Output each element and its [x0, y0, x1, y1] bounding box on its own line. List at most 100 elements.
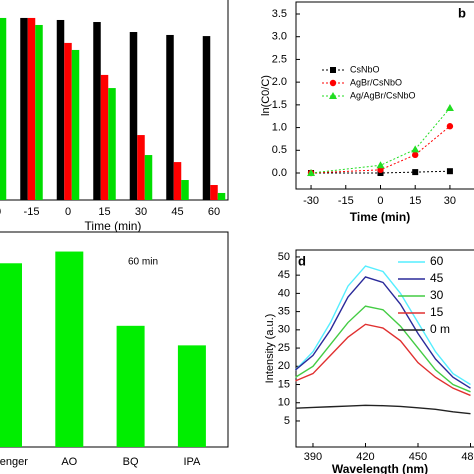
- marker: [376, 161, 385, 169]
- y-tick-label: 0.0: [272, 167, 287, 179]
- marker: [329, 79, 337, 87]
- y-tick-label: 3.5: [272, 8, 287, 20]
- x-tick-label: 0: [65, 206, 71, 218]
- bar: [93, 22, 101, 201]
- bar: [181, 180, 189, 200]
- x-tick-label: 420: [356, 451, 374, 463]
- bar: [129, 32, 138, 200]
- legend-label: 45: [430, 271, 444, 285]
- bar: [217, 192, 226, 200]
- bar: [116, 325, 145, 447]
- bar: [55, 251, 84, 447]
- x-tick-label: BQ: [123, 456, 139, 468]
- bar: [173, 162, 182, 200]
- x-tick-label: avenger: [0, 456, 28, 468]
- plot-frame: [0, 231, 229, 448]
- series-line: [310, 107, 451, 174]
- y-tick-label: 25: [278, 342, 290, 354]
- series-line: [295, 276, 471, 389]
- bar: [27, 17, 36, 200]
- plot-frame: [295, 1, 474, 190]
- bar: [0, 263, 22, 447]
- series-line: [294, 265, 471, 386]
- marker: [329, 92, 337, 99]
- y-tick-label: 10: [278, 397, 290, 409]
- x-tick-label: -15: [338, 195, 354, 207]
- y-tick-label: 50: [278, 251, 290, 263]
- x-tick-label: 45: [171, 206, 183, 218]
- marker: [307, 169, 316, 177]
- series-line: [295, 305, 471, 393]
- bar: [177, 345, 206, 447]
- series-line: [295, 404, 471, 415]
- legend-label: AgBr/CsNbO: [350, 77, 402, 87]
- marker: [412, 169, 419, 176]
- bar: [0, 17, 7, 200]
- bar: [56, 19, 65, 200]
- legend-label: 60: [430, 254, 444, 268]
- marker: [446, 168, 453, 175]
- x-tick-label: 480: [461, 451, 474, 463]
- y-tick-label: 35: [278, 306, 290, 318]
- marker: [412, 151, 419, 159]
- y-tick-label: 30: [278, 324, 290, 336]
- x-tick-label: 00: [0, 206, 1, 218]
- legend-label: 0 m: [430, 322, 450, 336]
- x-tick-label: 15: [98, 206, 110, 218]
- x-tick-label: -30: [303, 195, 319, 207]
- x-tick-label: 60: [208, 206, 220, 218]
- y-tick-label: 1.5: [272, 99, 287, 111]
- series-line: [295, 323, 471, 397]
- x-tick-label: 390: [304, 451, 322, 463]
- y-tick-label: 15: [278, 378, 290, 390]
- bar: [100, 74, 109, 200]
- annotation: 60 min: [128, 257, 158, 268]
- x-axis-label: Wavelength (nm): [332, 462, 428, 474]
- y-tick-label: 0.5: [272, 144, 287, 156]
- legend-label: 30: [430, 288, 444, 302]
- marker: [446, 123, 454, 130]
- x-tick-label: 450: [409, 451, 427, 463]
- series-line: [311, 125, 451, 174]
- series-line: [311, 170, 450, 174]
- y-axis-label: ln(C0/C): [260, 75, 272, 116]
- panel-label: d: [298, 253, 306, 268]
- legend-label: 15: [430, 305, 444, 319]
- y-tick-label: 20: [278, 360, 290, 372]
- bar: [108, 88, 116, 200]
- y-tick-label: 1.0: [272, 121, 287, 133]
- bar: [20, 17, 28, 200]
- x-tick-label: 15: [409, 195, 421, 207]
- marker: [445, 104, 454, 112]
- x-tick-label: 30: [444, 195, 456, 207]
- y-tick-label: 5: [284, 415, 290, 427]
- bar: [64, 42, 72, 200]
- plot-frame: [295, 249, 474, 448]
- legend-label: CsNbO: [350, 64, 380, 74]
- y-axis-label: Intensity (a.u.): [264, 314, 276, 384]
- y-tick-label: 45: [278, 269, 290, 281]
- y-tick-label: 2.0: [272, 76, 287, 88]
- bar: [137, 135, 145, 200]
- marker: [411, 145, 420, 153]
- bar: [144, 155, 153, 200]
- panel-label: b: [458, 5, 466, 20]
- x-tick-label: 30: [135, 206, 147, 218]
- bar: [210, 185, 218, 200]
- x-tick-label: AO: [61, 456, 77, 468]
- marker: [330, 67, 336, 73]
- y-tick-label: 3.0: [272, 31, 287, 43]
- bar: [35, 24, 43, 201]
- bar: [71, 49, 80, 200]
- x-tick-label: -15: [24, 206, 40, 218]
- y-tick-label: 40: [278, 287, 290, 299]
- x-tick-label: IPA: [183, 456, 201, 468]
- y-tick-label: 2.5: [272, 53, 287, 65]
- legend-label: Ag/AgBr/CsNbO: [350, 90, 416, 100]
- x-axis-label: Time (min): [350, 210, 410, 224]
- bar: [166, 34, 174, 200]
- x-axis-label: Time (min): [85, 219, 142, 233]
- x-tick-label: 0: [377, 195, 383, 207]
- bar: [202, 36, 211, 201]
